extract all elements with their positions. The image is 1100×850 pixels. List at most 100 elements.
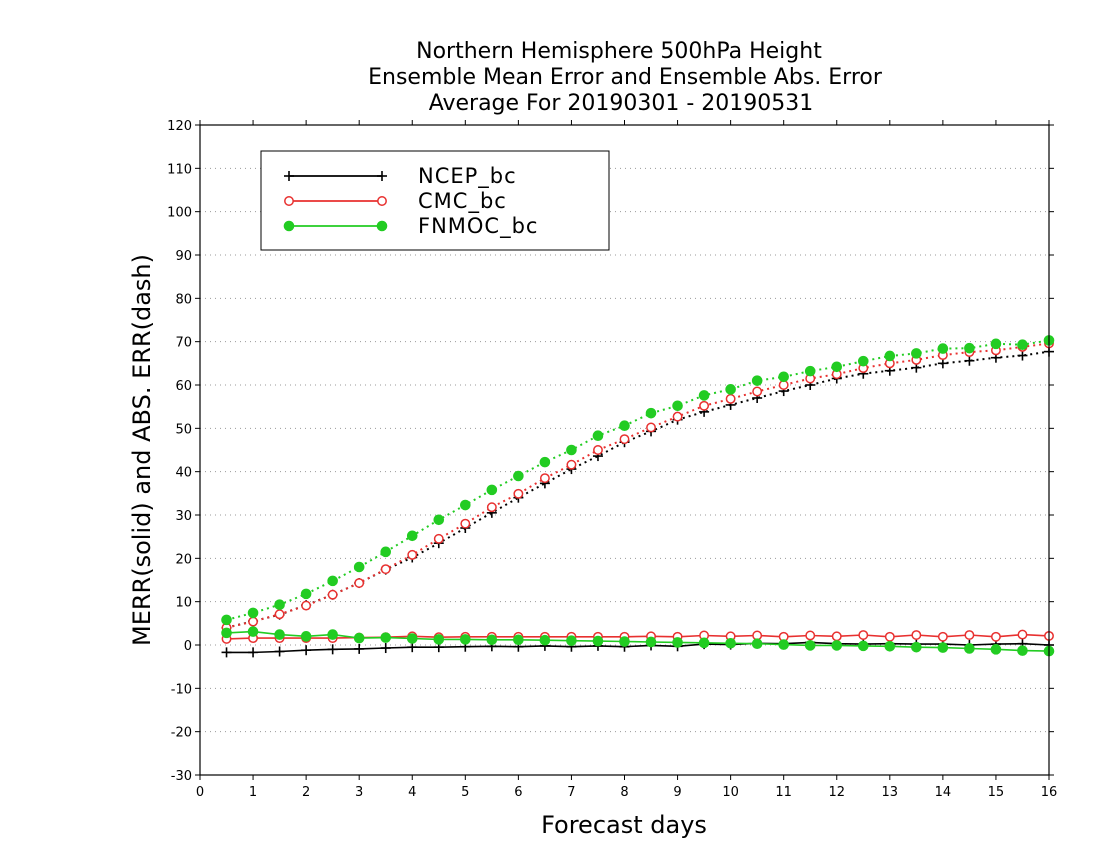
fnmoc-bc-abs-err-point [990,338,1002,350]
fnmoc-bc-merr-point [751,638,763,650]
cmc-bc-abs-err-point [619,434,630,445]
fnmoc-bc-abs-err-point [380,546,392,558]
x-tick-label: 15 [988,785,1005,800]
fnmoc-bc-merr-point [380,632,392,643]
cmc-bc-merr-point [937,631,948,642]
y-axis-label: MERR(solid) and ABS. ERR(dash) [128,254,156,646]
fnmoc-bc-abs-err-line [226,339,1050,621]
fnmoc-bc-merr-point [990,644,1002,655]
fnmoc-bc-abs-err-point [327,575,338,587]
fnmoc-bc-merr-point [566,635,577,646]
fnmoc-bc-merr-point [433,634,445,645]
fnmoc-bc-abs-err-point [804,365,816,377]
x-tick-label: 10 [722,785,739,800]
fnmoc-bc-merr-point [937,642,949,653]
fnmoc-bc-abs-err-point [247,607,259,619]
ncep-bc-abs-err-line [226,350,1050,629]
fnmoc-bc-merr-point [857,640,869,652]
fnmoc-bc-merr-point [327,629,338,640]
cmc-bc-merr-point [884,631,895,642]
fnmoc-bc-merr-point [698,637,710,649]
fnmoc-bc-abs-err-point [619,420,630,432]
fnmoc-bc-merr-point [672,637,683,648]
legend-cmc-bc-marker-right [377,196,387,206]
y-tick-label: -20 [171,726,192,741]
cmc-bc-merr-point [858,630,869,640]
cmc-bc-abs-err-point [407,549,418,560]
fnmoc-bc-merr-point [460,634,471,645]
chart-title-line-3: Average For 20190301 - 20190531 [429,91,814,116]
fnmoc-bc-merr-point [911,641,922,653]
y-tick-label: 60 [175,379,192,394]
y-tick-label: -10 [171,682,192,697]
cmc-bc-merr-point [964,630,975,640]
fnmoc-bc-abs-err-point [645,407,657,419]
cmc-bc-merr-point [831,631,842,642]
cmc-bc-abs-err-point [513,488,524,499]
ncep-bc-merr-point [327,644,338,655]
y-tick-label: 80 [175,292,192,307]
cmc-bc-merr-point [1017,629,1028,640]
fnmoc-bc-merr-point [221,627,232,639]
legend-fnmoc-bc-marker-right [376,220,388,232]
y-tick-label: 30 [175,509,192,524]
ncep-bc-merr-point [248,647,259,658]
fnmoc-bc-merr-point [964,643,975,654]
fnmoc-bc-abs-err-point [433,514,445,526]
y-tick-label: 40 [175,466,192,481]
chart-title-line-2: Ensemble Mean Error and Ensemble Abs. Er… [368,65,883,90]
fnmoc-bc-abs-err-point [937,343,949,354]
ncep-bc-merr-point [301,645,312,656]
fnmoc-bc-abs-err-point [831,361,843,373]
x-tick-label: 7 [567,785,575,800]
fnmoc-bc-abs-err-point [884,350,896,362]
x-tick-label: 11 [775,785,792,800]
fnmoc-bc-abs-err-point [778,371,789,383]
x-axis-label: Forecast days [541,811,707,839]
fnmoc-bc-merr-line [226,630,1050,652]
cmc-bc-abs-err-point [433,533,444,544]
y-tick-label: -30 [171,769,192,784]
cmc-bc-abs-err-point [646,422,656,433]
fnmoc-bc-abs-err-point [353,561,365,573]
x-tick-label: 1 [249,785,257,800]
fnmoc-bc-merr-point [804,640,816,651]
x-tick-label: 14 [935,785,952,800]
fnmoc-bc-merr-point [645,636,657,648]
plot-frame [199,124,1050,776]
x-tick-label: 0 [196,785,204,800]
fnmoc-bc-abs-err-point [513,470,524,482]
y-tick-label: 120 [167,119,192,134]
fnmoc-bc-merr-point [353,632,365,644]
fnmoc-bc-abs-err-point [460,499,471,511]
cmc-bc-merr-point [911,630,922,640]
legend-ncep-bc-marker-right [377,171,387,181]
fnmoc-bc-merr-point [831,640,843,651]
x-tick-label: 9 [673,785,681,800]
cmc-bc-abs-err-point [566,459,577,470]
x-tick-label: 5 [461,785,469,800]
cmc-bc-abs-err-point [274,609,285,620]
ncep-bc-abs-err-point [1017,350,1028,361]
legend-cmc-bc-marker-left [284,196,294,206]
chart-title: Northern Hemisphere 500hPa Height Ensemb… [368,39,883,116]
legend-ncep-bc-marker-left [284,171,294,181]
fnmoc-bc-abs-err-point [592,430,604,442]
fnmoc-bc-merr-point [513,634,524,646]
cmc-bc-abs-err-point [327,589,338,600]
cmc-bc-abs-err-line [226,342,1050,629]
ncep-bc-merr-point [380,643,391,654]
fnmoc-bc-abs-err-point [406,530,418,542]
cmc-bc-abs-err-point [752,386,763,397]
cmc-bc-abs-err-point [486,502,497,513]
fnmoc-bc-merr-point [406,633,418,644]
ncep-bc-merr-point [221,647,232,658]
cmc-bc-abs-err-point [301,600,312,611]
fnmoc-bc-merr-point [778,639,789,650]
fnmoc-bc-abs-err-point [751,375,763,386]
cmc-bc-merr-point [805,630,816,641]
cmc-bc-abs-err-point [672,411,683,422]
legend-ncep-bc-label: NCEP_bc [418,164,517,189]
cmc-bc-merr-point [990,631,1001,642]
